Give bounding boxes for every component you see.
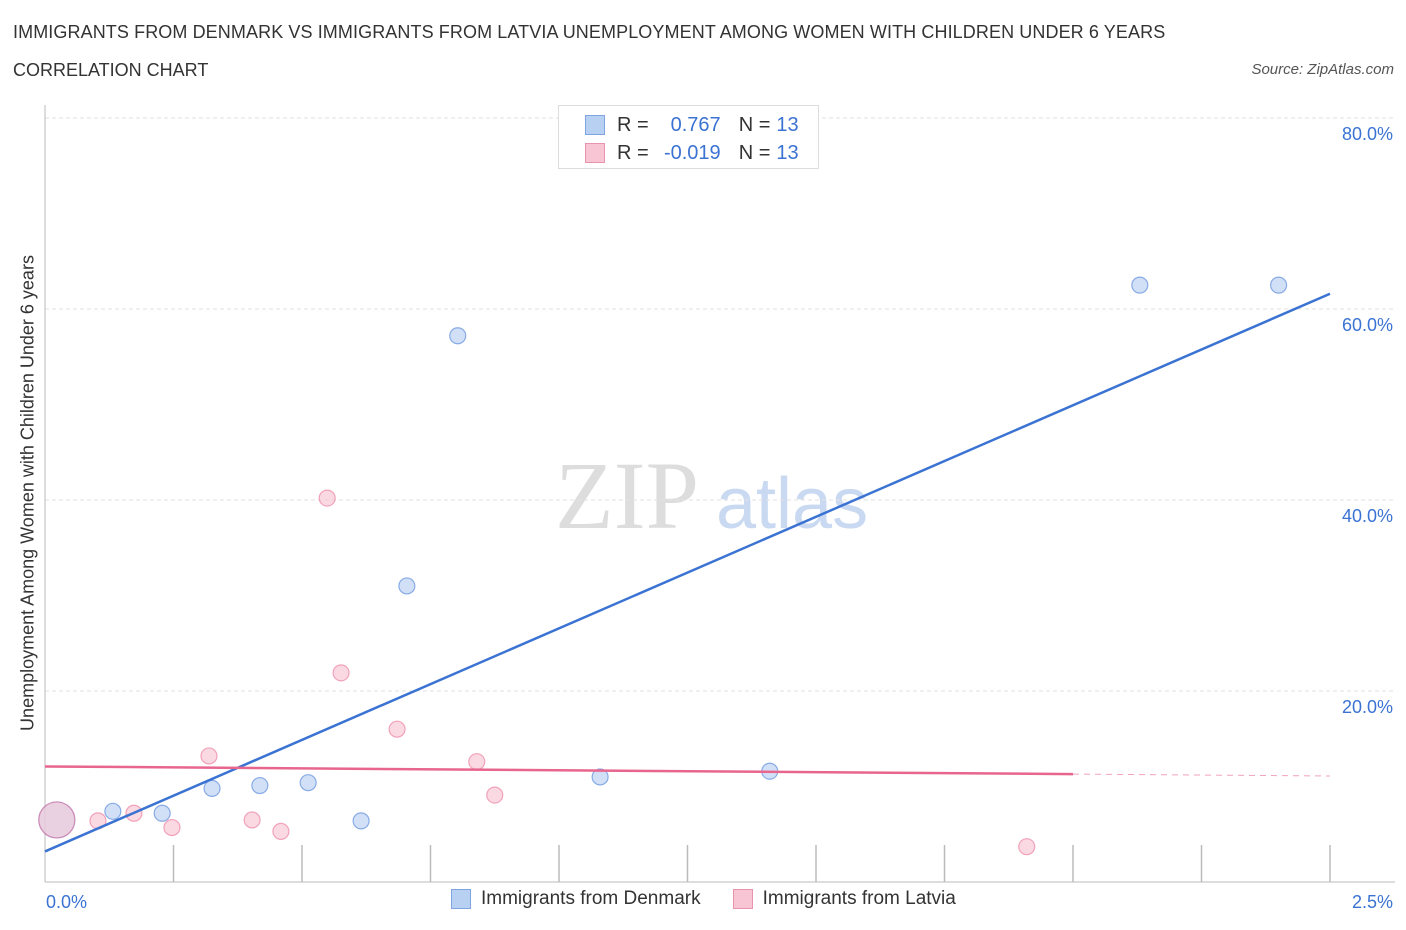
denmark-point <box>449 327 467 345</box>
correlation-legend: R = 0.767 N = 13 R = -0.019 N = 13 <box>558 105 819 169</box>
legend-row-denmark: R = 0.767 N = 13 <box>585 113 799 137</box>
n-value: 13 <box>776 113 799 136</box>
latvia-point <box>318 489 336 507</box>
latvia-trendline-extension <box>1072 773 1331 777</box>
denmark-point <box>1269 276 1288 294</box>
n-label: N = <box>738 113 771 136</box>
r-label: R = <box>617 113 649 136</box>
x-tick-label: 0.0% <box>46 892 87 912</box>
y-axis-label: Unemployment Among Women with Children U… <box>17 255 38 731</box>
denmark-point <box>153 804 171 822</box>
latvia-point <box>1018 838 1036 856</box>
legend-label: Immigrants from Latvia <box>762 888 956 909</box>
y-tick-label: 60.0% <box>1342 315 1393 335</box>
series-legend: Immigrants from Denmark Immigrants from … <box>451 888 988 910</box>
legend-item-latvia: Immigrants from Latvia <box>732 888 956 910</box>
legend-label: Immigrants from Denmark <box>481 888 701 909</box>
n-label: N = <box>738 141 771 164</box>
r-value: 0.767 <box>670 113 721 136</box>
r-value: -0.019 <box>663 141 721 164</box>
latvia-point <box>243 811 261 829</box>
latvia-point <box>486 786 504 804</box>
denmark-point <box>398 577 416 595</box>
latvia-point <box>38 801 76 839</box>
n-value: 13 <box>776 141 799 164</box>
denmark-point <box>251 776 269 795</box>
chart-title: IMMIGRANTS FROM DENMARK VS IMMIGRANTS FR… <box>13 22 1166 42</box>
denmark-point <box>203 779 221 798</box>
y-tick-label: 80.0% <box>1342 124 1393 144</box>
denmark-point <box>591 768 609 786</box>
latvia-swatch <box>585 143 605 163</box>
latvia-point <box>388 720 406 738</box>
latvia-point <box>163 818 181 837</box>
latvia-swatch <box>732 889 753 909</box>
source-label: Source: ZipAtlas.com <box>1251 61 1394 78</box>
denmark-point <box>352 812 370 830</box>
denmark-point <box>1131 276 1149 294</box>
latvia-point <box>200 747 218 765</box>
chart-subtitle: CORRELATION CHART <box>13 60 209 80</box>
denmark-point <box>104 802 122 820</box>
denmark-trendline <box>44 292 1331 853</box>
latvia-trendline <box>44 765 1074 776</box>
latvia-point <box>468 753 486 771</box>
x-tick-label: 2.5% <box>1352 892 1393 912</box>
legend-item-denmark: Immigrants from Denmark <box>451 888 701 910</box>
denmark-point <box>299 774 317 792</box>
r-label: R = <box>617 141 649 164</box>
latvia-point <box>332 664 350 682</box>
y-tick-label: 20.0% <box>1342 697 1393 717</box>
legend-row-latvia: R = -0.019 N = 13 <box>585 141 799 165</box>
denmark-swatch <box>585 115 605 135</box>
latvia-point <box>272 822 290 840</box>
denmark-swatch <box>451 889 471 909</box>
y-tick-label: 40.0% <box>1342 506 1393 526</box>
watermark-zip: ZIP <box>555 442 699 549</box>
